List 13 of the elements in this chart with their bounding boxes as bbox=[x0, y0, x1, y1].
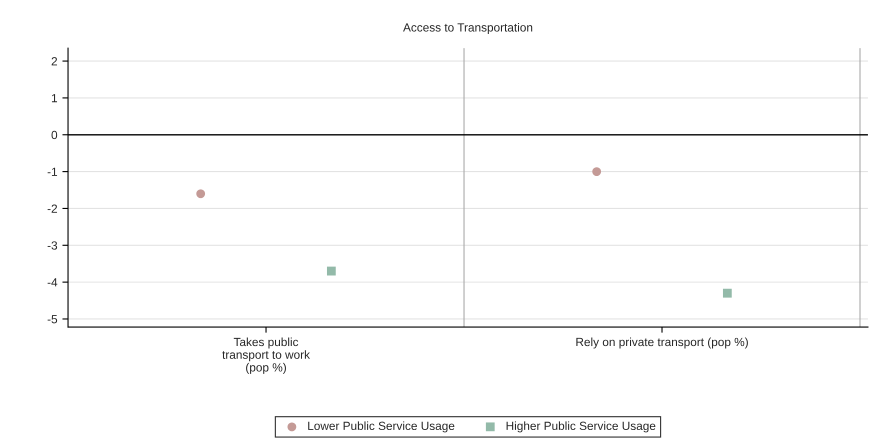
y-tick-label: -2 bbox=[48, 204, 58, 213]
y-tick-label: 2 bbox=[52, 57, 58, 66]
y-tick-label: -5 bbox=[48, 315, 58, 324]
legend-label: Higher Public Service Usage bbox=[506, 421, 656, 432]
x-tick-label: Rely on private transport (pop %) bbox=[576, 337, 748, 348]
x-tick-label: Takes public transport to work (pop %) bbox=[222, 337, 310, 374]
y-tick-label: -3 bbox=[48, 241, 58, 250]
y-tick-label: 0 bbox=[52, 130, 58, 140]
y-tick-label: -1 bbox=[48, 168, 58, 176]
y-tick-label: -4 bbox=[48, 278, 58, 286]
legend-label: Lower Public Service Usage bbox=[308, 421, 454, 432]
chart-title: Access to Transportation bbox=[403, 22, 532, 34]
y-tick-label: 1 bbox=[52, 94, 58, 102]
